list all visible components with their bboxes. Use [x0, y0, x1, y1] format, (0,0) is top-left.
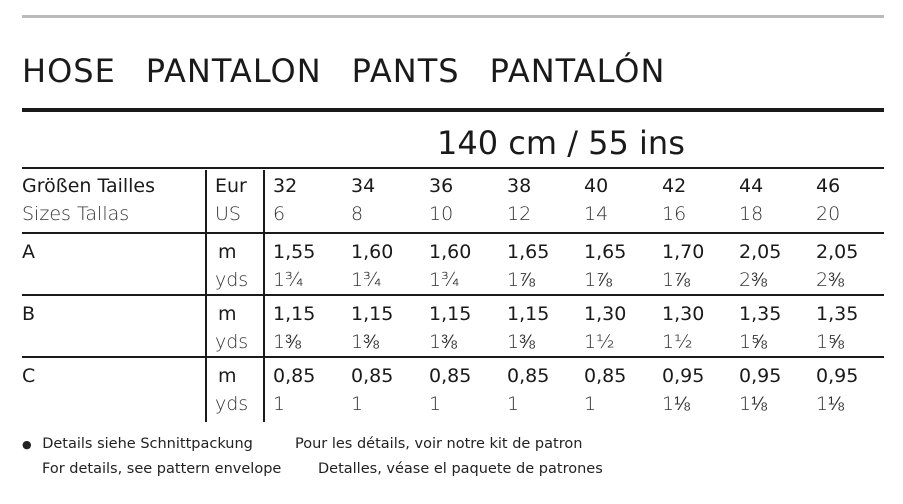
yards-value: 2⅜ — [739, 269, 767, 291]
us-size: 6 — [273, 203, 286, 225]
us-size: 20 — [816, 203, 841, 225]
meters-value: 1,15 — [273, 303, 316, 325]
unit-us: US — [215, 203, 241, 225]
eur-size: 44 — [739, 175, 764, 197]
meters-value: 1,30 — [584, 303, 627, 325]
footer-de: Details siehe Schnittpackung — [42, 436, 253, 452]
yards-value: 1⅜ — [273, 331, 301, 353]
yards-value: 1⅞ — [662, 269, 690, 291]
meters-value: 0,95 — [816, 365, 859, 387]
rule — [22, 167, 884, 169]
top-rule — [22, 15, 884, 18]
unit-yds: yds — [215, 331, 249, 353]
yards-value: 1 — [584, 393, 597, 415]
meters-value: 0,95 — [739, 365, 782, 387]
fabric-width: 140 cm / 55 ins — [437, 124, 685, 162]
view-label: C — [22, 365, 36, 387]
meters-value: 1,70 — [662, 241, 705, 263]
eur-size: 38 — [507, 175, 532, 197]
yards-value: 1⅜ — [351, 331, 379, 353]
yards-value: 1⅞ — [507, 269, 535, 291]
us-size: 12 — [507, 203, 532, 225]
us-size: 18 — [739, 203, 764, 225]
yards-value: 1 — [273, 393, 286, 415]
footer-line-1: ● Details siehe Schnittpackung Pour les … — [22, 436, 582, 452]
footer-en: For details, see pattern envelope — [42, 461, 282, 477]
divider — [205, 170, 207, 422]
eur-size: 40 — [584, 175, 609, 197]
title-fr: PANTALON — [145, 52, 322, 90]
title-rule — [22, 108, 884, 112]
meters-value: 0,85 — [429, 365, 472, 387]
yards-value: 1⅜ — [507, 331, 535, 353]
unit-yds: yds — [215, 393, 249, 415]
size-label: Größen Tailles — [22, 175, 156, 197]
title-es: PANTALÓN — [489, 52, 666, 90]
yards-value: 1½ — [662, 331, 693, 353]
us-size: 16 — [662, 203, 687, 225]
yards-value: 1½ — [584, 331, 615, 353]
eur-size: 32 — [273, 175, 298, 197]
row-rule — [22, 356, 884, 358]
unit-yds: yds — [215, 269, 249, 291]
footer-es: Detalles, véase el paquete de patrones — [318, 461, 603, 477]
meters-value: 1,65 — [507, 241, 550, 263]
meters-value: 1,60 — [429, 241, 472, 263]
us-size: 8 — [351, 203, 364, 225]
bullet-icon: ● — [22, 438, 32, 451]
row-rule — [22, 232, 884, 234]
us-size: 10 — [429, 203, 454, 225]
view-label: B — [22, 303, 36, 325]
yards-value: 1¾ — [429, 269, 460, 291]
yards-value: 1 — [351, 393, 364, 415]
eur-size: 34 — [351, 175, 376, 197]
yards-value: 1⅛ — [662, 393, 690, 415]
meters-value: 0,95 — [662, 365, 705, 387]
title-de: HOSE — [22, 52, 116, 90]
row-rule — [22, 294, 884, 296]
meters-value: 2,05 — [739, 241, 782, 263]
eur-size: 42 — [662, 175, 687, 197]
meters-value: 1,15 — [507, 303, 550, 325]
meters-value: 1,15 — [351, 303, 394, 325]
title-en: PANTS — [351, 52, 460, 90]
yards-value: 1⅝ — [816, 331, 844, 353]
meters-value: 0,85 — [584, 365, 627, 387]
title: HOSE PANTALON PANTS PANTALÓN — [22, 52, 665, 90]
meters-value: 0,85 — [351, 365, 394, 387]
meters-value: 1,35 — [739, 303, 782, 325]
meters-value: 1,35 — [816, 303, 859, 325]
divider — [263, 170, 265, 422]
yards-value: 1⅝ — [739, 331, 767, 353]
meters-value: 1,55 — [273, 241, 316, 263]
meters-value: 0,85 — [273, 365, 316, 387]
footer-fr: Pour les détails, voir notre kit de patr… — [295, 436, 583, 452]
yards-value: 1⅛ — [816, 393, 844, 415]
meters-value: 1,65 — [584, 241, 627, 263]
yards-value: 2⅜ — [816, 269, 844, 291]
unit-m: m — [218, 365, 237, 387]
eur-size: 46 — [816, 175, 841, 197]
yards-value: 1¾ — [273, 269, 304, 291]
footer-line-2: For details, see pattern envelope Detall… — [42, 461, 603, 477]
meters-value: 1,60 — [351, 241, 394, 263]
meters-value: 0,85 — [507, 365, 550, 387]
size-label: Sizes Tallas — [22, 203, 130, 225]
meters-value: 1,30 — [662, 303, 705, 325]
unit-eur: Eur — [215, 175, 247, 197]
eur-size: 36 — [429, 175, 454, 197]
unit-m: m — [218, 241, 237, 263]
yards-value: 1¾ — [351, 269, 382, 291]
unit-m: m — [218, 303, 237, 325]
meters-value: 1,15 — [429, 303, 472, 325]
meters-value: 2,05 — [816, 241, 859, 263]
view-label: A — [22, 241, 35, 263]
us-size: 14 — [584, 203, 609, 225]
yards-value: 1⅛ — [739, 393, 767, 415]
yards-value: 1⅞ — [584, 269, 612, 291]
yards-value: 1 — [429, 393, 442, 415]
yards-value: 1⅜ — [429, 331, 457, 353]
yards-value: 1 — [507, 393, 520, 415]
